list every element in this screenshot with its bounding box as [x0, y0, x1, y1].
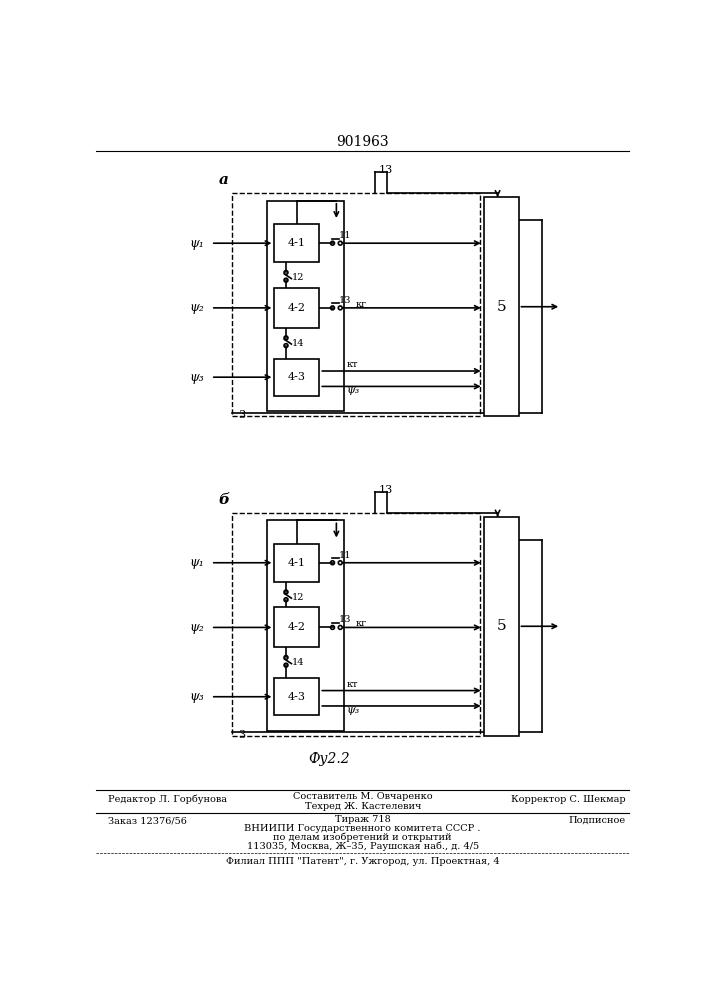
Text: ψ₃: ψ₃: [190, 690, 204, 703]
Text: 113035, Москва, Ж–35, Раушская наб., д. 4/5: 113035, Москва, Ж–35, Раушская наб., д. …: [247, 841, 479, 851]
Text: Подписное: Подписное: [568, 816, 626, 825]
Text: Заказ 12376/56: Заказ 12376/56: [107, 816, 187, 825]
Bar: [484, 197, 518, 416]
Text: Филиал ППП "Патент", г. Ужгород, ул. Проектная, 4: Филиал ППП "Патент", г. Ужгород, ул. Про…: [226, 857, 500, 866]
Text: 12: 12: [292, 273, 305, 282]
Text: Фу2.2: Фу2.2: [308, 752, 349, 766]
Text: 13: 13: [379, 165, 393, 175]
Text: 14: 14: [292, 658, 305, 667]
Text: 13: 13: [339, 615, 351, 624]
Bar: [274, 359, 320, 396]
Text: 3: 3: [238, 730, 245, 740]
Text: 13: 13: [379, 485, 393, 495]
Text: Тираж 718: Тираж 718: [335, 815, 390, 824]
Text: Техред Ж. Кастелевич: Техред Ж. Кастелевич: [305, 802, 421, 811]
Text: 4-2: 4-2: [288, 622, 306, 632]
Text: ψ₃: ψ₃: [346, 385, 360, 395]
Bar: [274, 607, 320, 647]
Text: 12: 12: [292, 593, 305, 602]
Text: 5: 5: [496, 300, 506, 314]
Text: ψ₃: ψ₃: [346, 705, 360, 715]
Text: ψ₁: ψ₁: [190, 237, 204, 250]
Text: 11: 11: [339, 231, 351, 240]
Text: 5: 5: [496, 619, 506, 633]
Bar: [267, 520, 344, 731]
Text: Корректор С. Шекмар: Корректор С. Шекмар: [511, 795, 626, 804]
Bar: [232, 513, 480, 736]
Text: 13: 13: [339, 296, 351, 305]
Text: кт: кт: [346, 360, 358, 369]
Text: кт: кт: [346, 680, 358, 689]
Bar: [274, 288, 320, 328]
Text: Составитель М. Овчаренко: Составитель М. Овчаренко: [293, 792, 433, 801]
Bar: [274, 224, 320, 262]
Text: а: а: [218, 173, 228, 187]
Text: кг: кг: [356, 619, 367, 628]
Bar: [232, 193, 480, 416]
Text: ВНИИПИ Государственного комитета СССР .: ВНИИПИ Государственного комитета СССР .: [245, 824, 481, 833]
Text: Редактор Л. Горбунова: Редактор Л. Горбунова: [107, 794, 227, 804]
Text: 3: 3: [238, 410, 245, 420]
Bar: [274, 544, 320, 582]
Text: 4-3: 4-3: [288, 692, 306, 702]
Text: 14: 14: [292, 339, 305, 348]
Bar: [484, 517, 518, 736]
Text: ψ₂: ψ₂: [190, 301, 204, 314]
Bar: [267, 201, 344, 411]
Text: 4-3: 4-3: [288, 372, 306, 382]
Text: б: б: [218, 493, 230, 507]
Bar: [274, 678, 320, 715]
Text: 4-1: 4-1: [288, 238, 306, 248]
Text: ψ₁: ψ₁: [190, 556, 204, 569]
Text: 901963: 901963: [337, 135, 389, 149]
Text: 4-2: 4-2: [288, 303, 306, 313]
Text: ψ₂: ψ₂: [190, 621, 204, 634]
Text: 4-1: 4-1: [288, 558, 306, 568]
Text: 11: 11: [339, 551, 351, 560]
Text: ψ₃: ψ₃: [190, 371, 204, 384]
Text: по делам изобретений и открытий: по делам изобретений и открытий: [274, 833, 452, 842]
Text: кг: кг: [356, 300, 367, 309]
